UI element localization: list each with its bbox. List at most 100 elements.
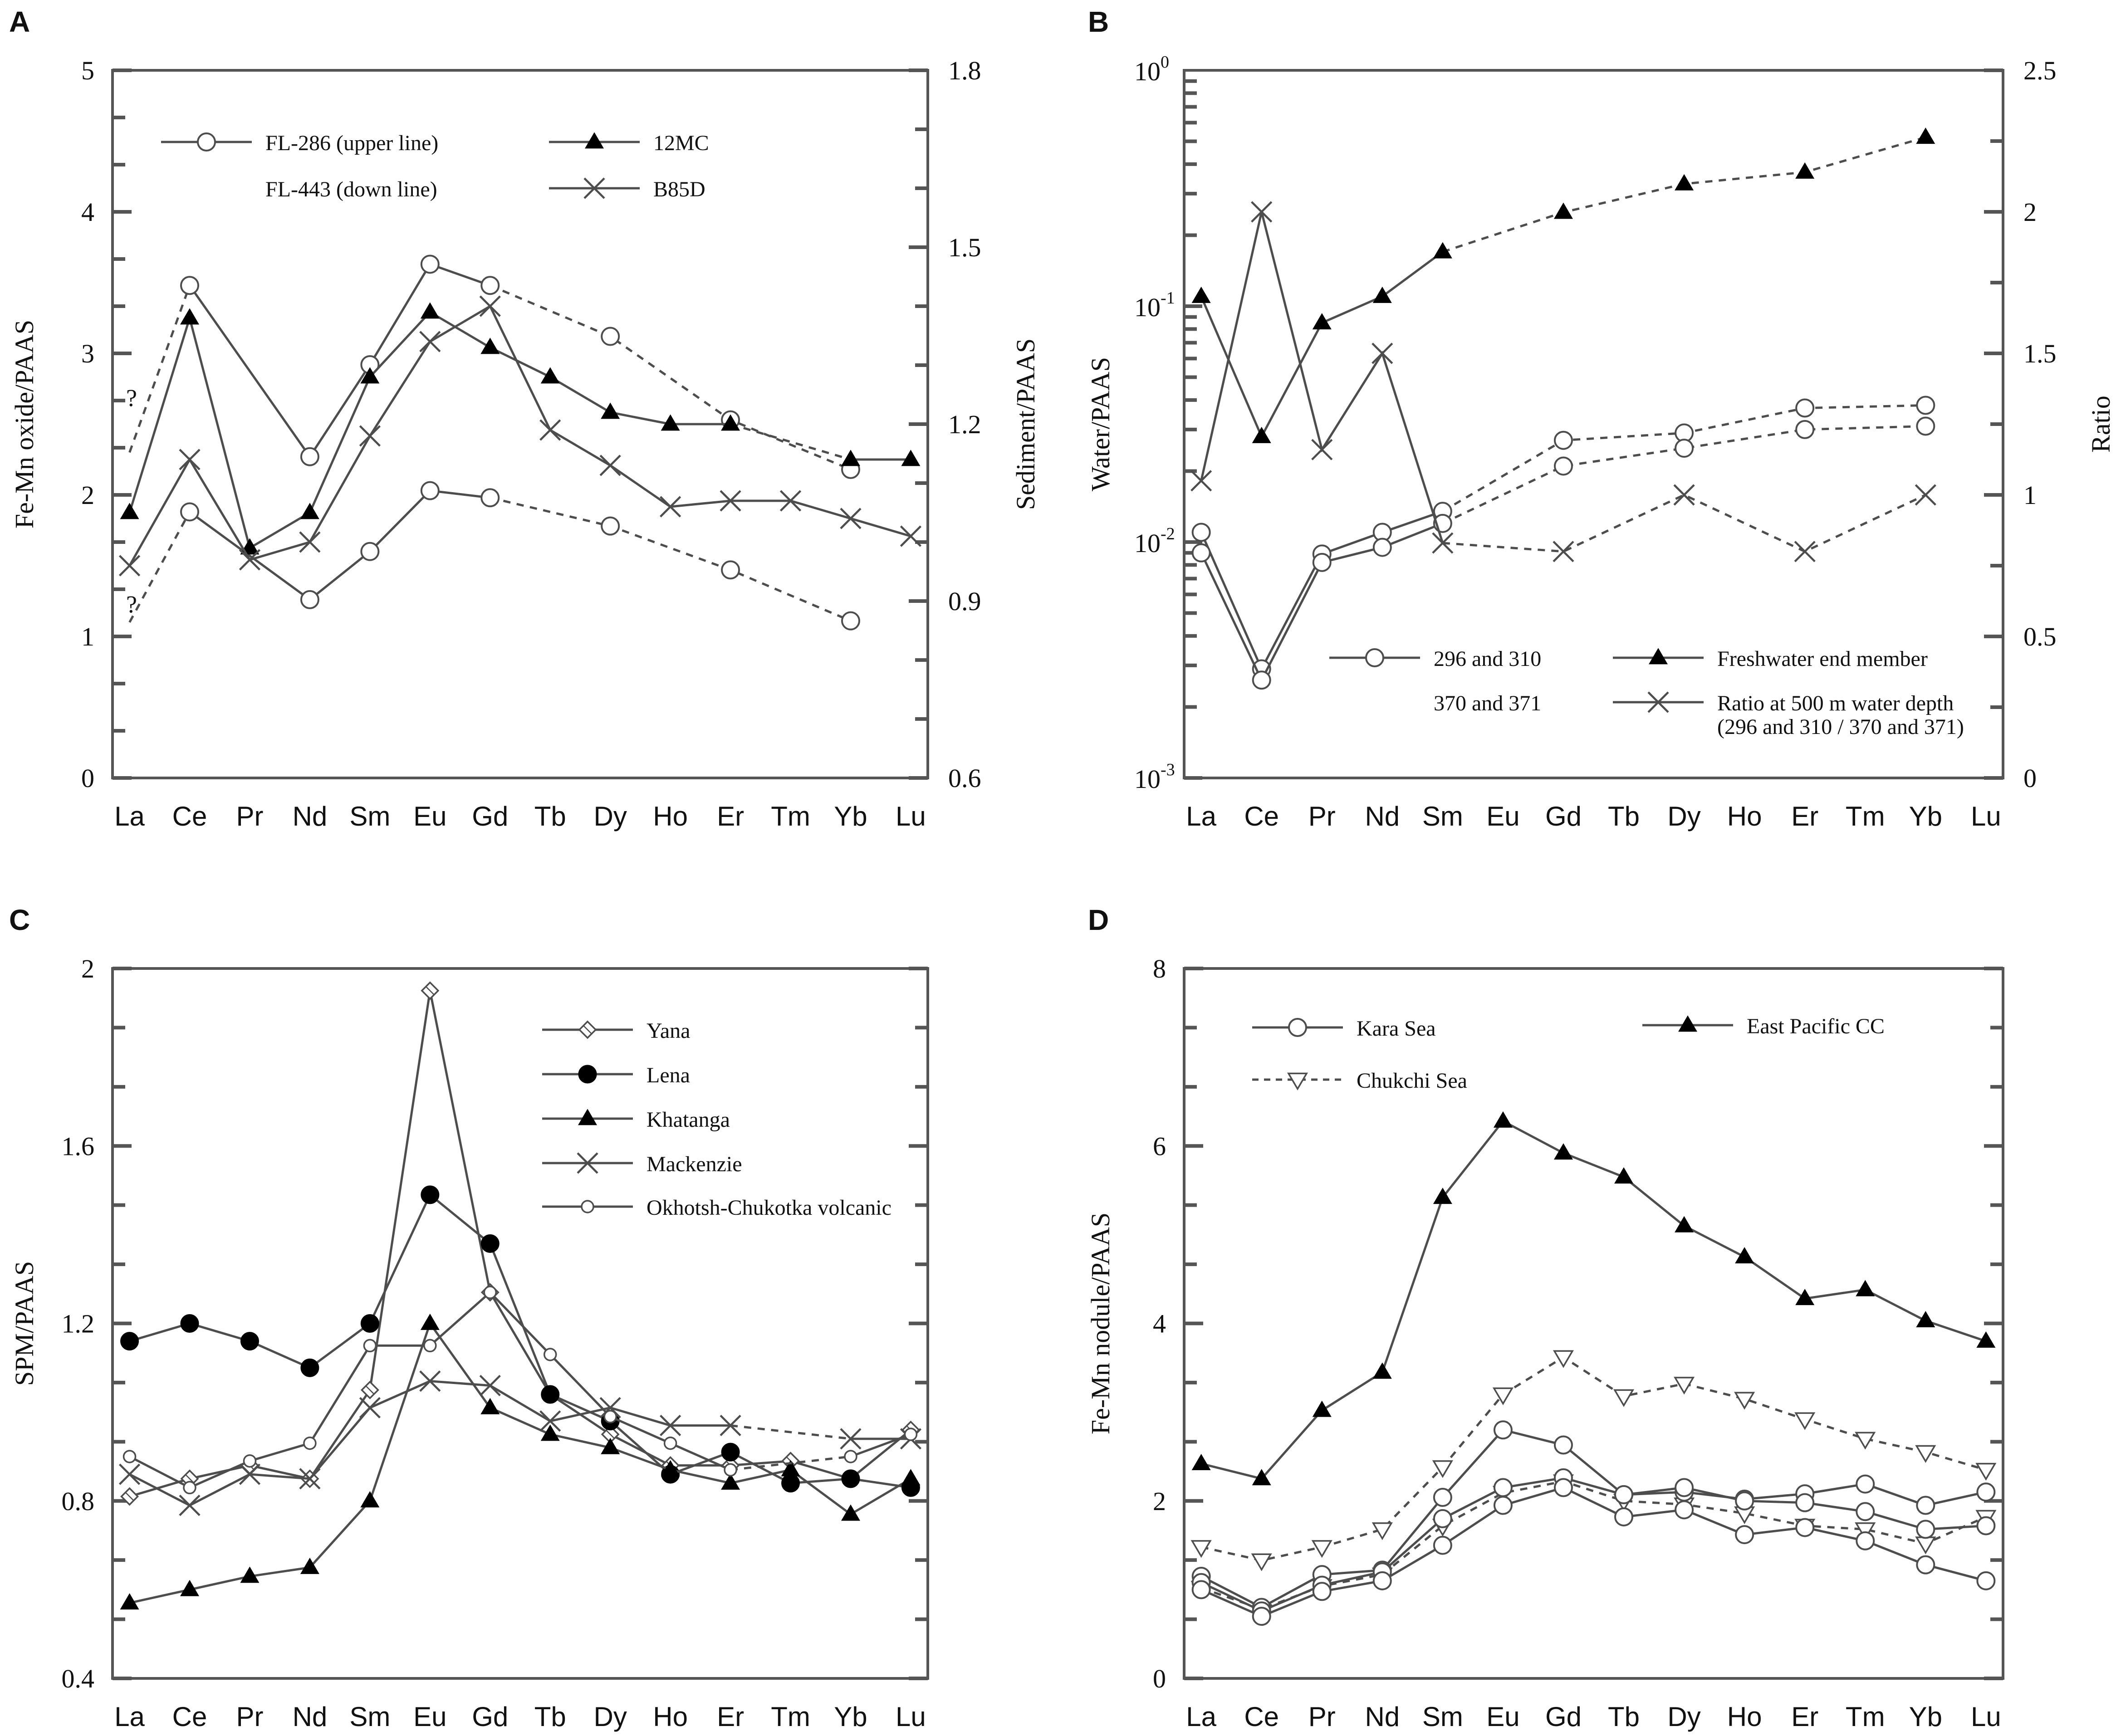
data-point xyxy=(359,1397,381,1418)
legend-label: East Pacific CC xyxy=(1747,1014,1885,1038)
x-tick-label: Yb xyxy=(834,1702,867,1732)
y-tick-label: 1.6 xyxy=(62,1131,95,1161)
data-point xyxy=(1795,162,1815,179)
data-point xyxy=(239,549,261,571)
data-point xyxy=(779,490,802,512)
data-point xyxy=(720,490,741,512)
data-point xyxy=(240,1566,260,1583)
data-point xyxy=(661,1460,680,1477)
x-tick-label: Lu xyxy=(1971,801,2001,831)
data-point xyxy=(480,1234,500,1253)
legend: Yana Lena Khatanga Mackenzie Okhotsh-Chukotk… xyxy=(542,1019,892,1220)
data-point xyxy=(300,590,319,609)
x-tick-label: Sm xyxy=(1422,1702,1463,1732)
data-point xyxy=(303,1436,317,1450)
data-point xyxy=(1735,1247,1754,1264)
data-point xyxy=(1312,553,1332,572)
x-tick-label: Ho xyxy=(653,801,688,831)
data-point xyxy=(1372,1362,1392,1379)
legend-item: Chukchi Sea xyxy=(1252,1069,1467,1093)
x-tick-label: Eu xyxy=(1486,801,1519,831)
series-296-and-310 xyxy=(1191,396,1935,679)
x-tick-label: Ho xyxy=(1727,801,1762,831)
x-tick-label: Tm xyxy=(771,1702,810,1732)
data-point xyxy=(479,1374,501,1397)
data-point xyxy=(1856,1502,1875,1521)
series-line xyxy=(1200,1477,1986,1613)
legend-label: FL-286 (upper line) xyxy=(265,131,438,155)
data-point xyxy=(1372,286,1392,303)
series-line xyxy=(129,1321,911,1604)
data-point xyxy=(599,455,621,476)
data-point xyxy=(1855,1522,1876,1540)
data-point xyxy=(480,337,500,354)
data-point xyxy=(660,496,681,518)
data-point xyxy=(300,447,319,466)
x-axis: La Ce Pr Nd Sm Eu Gd Tb Dy Ho Er Tm Yb Lu xyxy=(114,801,926,831)
series-east-pacific-cc xyxy=(1191,1111,1996,1486)
data-point xyxy=(721,1473,740,1490)
x-tick-label: Ce xyxy=(172,801,207,831)
legend-item: FL-443 (down line) xyxy=(265,177,437,201)
y-axis-left: 0 2 4 6 8 xyxy=(1153,954,1203,1693)
y-axis-label: Fe-Mn oxide/PAAS xyxy=(10,320,39,528)
legend-label: 296 and 310 xyxy=(1434,647,1541,671)
y2-tick-label: 1.8 xyxy=(948,56,981,85)
panel-A: A 0 1 2 3 4 5 0.6 0.9 1.2 1.5 1.8 La Ce Pr Nd Sm Eu Gd Tb Dy… xyxy=(9,5,1040,831)
data-point xyxy=(1856,1531,1875,1550)
data-point xyxy=(1975,1462,1997,1481)
series-line-dashed xyxy=(1442,494,1926,553)
series-mackenzie xyxy=(118,1370,922,1516)
series-line-dashed xyxy=(730,1424,851,1440)
legend-label: Ratio at 500 m water depth xyxy=(1717,691,1954,715)
series-line xyxy=(1200,211,1444,543)
data-point xyxy=(1614,1167,1634,1184)
data-point xyxy=(841,1504,860,1521)
y-tick-label: 10-3 xyxy=(1134,760,1175,794)
x-tick-label: Gd xyxy=(1545,801,1582,831)
x-tick-label: La xyxy=(114,801,145,831)
data-point xyxy=(120,1332,139,1351)
data-point xyxy=(1251,201,1273,223)
series-line xyxy=(1200,1486,1986,1618)
data-point xyxy=(180,276,200,295)
series-line xyxy=(188,263,491,459)
x-axis: La Ce Pr Nd Sm Eu Gd Tb Dy Ho Er Tm Yb Lu xyxy=(114,1702,926,1732)
data-point xyxy=(1916,1520,1935,1539)
series-yana xyxy=(120,981,920,1506)
data-point xyxy=(360,1491,380,1508)
series-line xyxy=(1200,1428,1986,1609)
data-point xyxy=(1553,1143,1573,1160)
legend-item: Ratio at 500 m water depth xyxy=(1613,691,1954,715)
data-point xyxy=(180,308,200,325)
x-tick-label: Tm xyxy=(1846,801,1885,831)
series-line-dashed xyxy=(490,284,851,471)
data-point xyxy=(118,1463,141,1485)
legend-marker xyxy=(1647,691,1669,713)
data-point xyxy=(599,1397,621,1418)
legend-label: Mackenzie xyxy=(647,1152,742,1176)
y-tick-label: 100 xyxy=(1134,53,1169,86)
data-point xyxy=(1432,532,1454,554)
x-tick-label: Lu xyxy=(896,1702,926,1732)
y-tick-label: 8 xyxy=(1153,954,1166,983)
x-tick-label: Pr xyxy=(1308,1702,1336,1732)
y-tick-base: 10 xyxy=(1134,764,1161,794)
legend-item: Okhotsh-Chukotka volcanic xyxy=(542,1196,892,1220)
y2-axis-label: Ratio xyxy=(2086,396,2116,453)
x-tick-label: Ho xyxy=(653,1702,688,1732)
data-point xyxy=(1673,484,1695,506)
data-point xyxy=(1976,1571,1996,1590)
legend-label: Khatanga xyxy=(647,1108,730,1132)
y2-tick-label: 0.5 xyxy=(2023,622,2057,651)
x-tick-label: Er xyxy=(1791,801,1818,831)
y-tick-exp: -3 xyxy=(1161,760,1175,779)
y-axis-label: Water/PAAS xyxy=(1086,357,1115,491)
y2-tick-label: 1 xyxy=(2023,480,2037,510)
legend-item: Lena xyxy=(542,1063,690,1087)
legend-marker xyxy=(1287,1072,1308,1091)
data-point xyxy=(541,1385,560,1404)
data-point xyxy=(1916,1311,1935,1328)
y-tick-label: 10-1 xyxy=(1134,289,1175,322)
